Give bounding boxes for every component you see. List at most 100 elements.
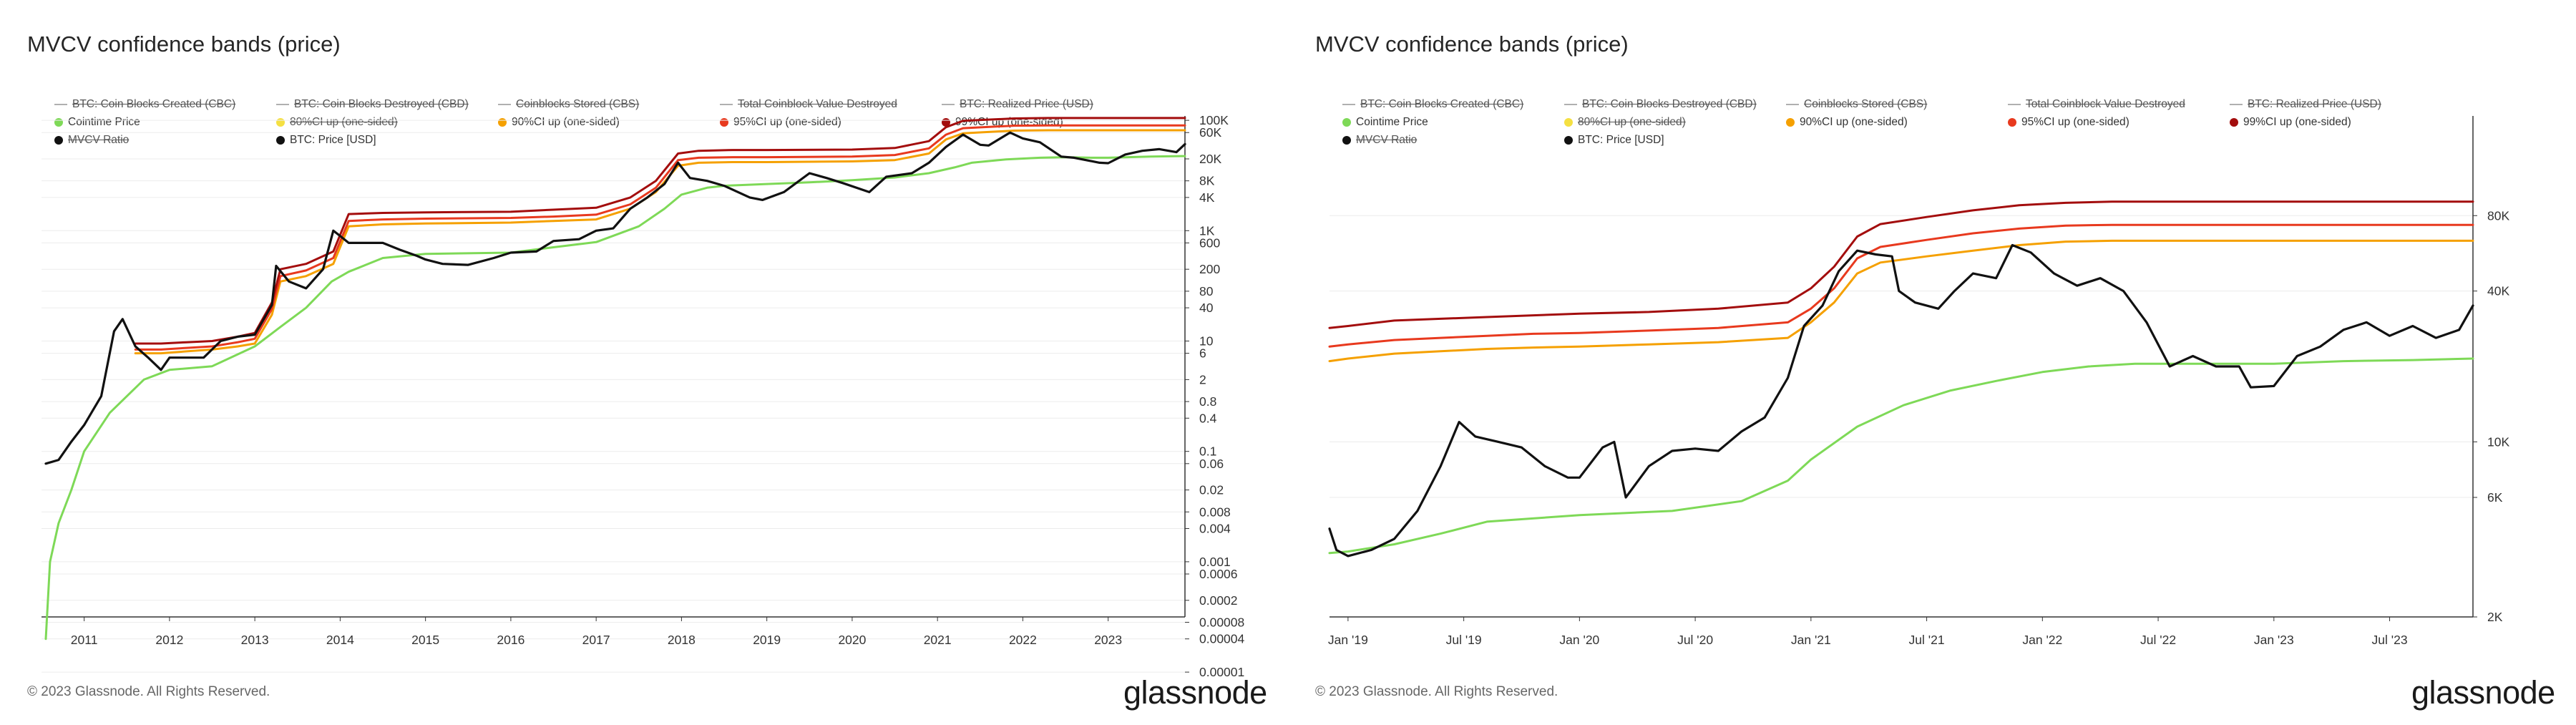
legend-label: 95%CI up (one-sided) <box>2021 116 2129 128</box>
series-line-90-ci-up-one-sided <box>134 129 1186 355</box>
legend-item[interactable]: BTC: Coin Blocks Destroyed (CBD) <box>1564 98 1757 111</box>
y-tick-label: 10 <box>1199 334 1214 349</box>
legend-item[interactable]: Total Coinblock Value Destroyed <box>2008 98 2185 111</box>
x-tick-label: 2022 <box>1009 633 1037 647</box>
grid-lines <box>1330 215 2473 618</box>
x-tick-label: 2021 <box>924 633 952 647</box>
x-tick-label: 2012 <box>155 633 183 647</box>
legend-marker-icon <box>1342 104 1355 105</box>
legend-marker-icon <box>54 104 67 105</box>
y-tick-label: 0.4 <box>1199 411 1217 425</box>
legend-label: BTC: Price [USD] <box>290 134 376 146</box>
y-tick-label: 0.001 <box>1199 555 1231 569</box>
legend-item[interactable]: 95%CI up (one-sided) <box>2008 116 2129 129</box>
legend-marker-icon <box>1342 118 1351 127</box>
x-tick-label: Jan '20 <box>1559 633 1599 647</box>
legend-label: 80%CI up (one-sided) <box>1578 116 1686 128</box>
y-tick-label: 0.008 <box>1199 505 1231 519</box>
legend-item[interactable]: Total Coinblock Value Destroyed <box>720 98 897 111</box>
legend-marker-icon <box>942 104 955 105</box>
x-tick-label: 2018 <box>668 633 696 647</box>
legend-marker-icon <box>2230 104 2243 105</box>
legend-label: 80%CI up (one-sided) <box>290 116 398 128</box>
legend-label: BTC: Coin Blocks Destroyed (CBD) <box>1582 98 1757 110</box>
legend-label: Coinblocks Stored (CBS) <box>516 98 640 110</box>
legend-item[interactable]: BTC: Coin Blocks Destroyed (CBD) <box>276 98 469 111</box>
y-tick-label: 2 <box>1199 372 1206 386</box>
legend-label: MVCV Ratio <box>1356 134 1418 146</box>
legend-label: MVCV Ratio <box>68 134 130 146</box>
y-tick-label: 0.1 <box>1199 444 1216 459</box>
legend-label: Cointime Price <box>68 116 140 128</box>
legend: BTC: Coin Blocks Created (CBC) BTC: Coin … <box>1342 98 2459 148</box>
y-tick-label: 80K <box>2487 208 2509 223</box>
legend-item[interactable]: MVCV Ratio <box>54 134 129 147</box>
legend-item[interactable]: Coinblocks Stored (CBS) <box>498 98 639 111</box>
legend-marker-icon <box>54 136 63 145</box>
x-tick-label: 2016 <box>497 633 525 647</box>
legend-item[interactable]: 80%CI up (one-sided) <box>1564 116 1686 129</box>
glassnode-logo[interactable]: glassnode <box>2411 674 2555 711</box>
legend-item[interactable]: BTC: Price [USD] <box>1564 134 1664 147</box>
glassnode-logo[interactable]: glassnode <box>1123 674 1267 711</box>
y-tick-label: 2K <box>2487 610 2503 624</box>
chart-svg: 80K 40K 10K 6K 2K Jan '19 Jul '19 Jan '20 Jul '2… <box>1328 116 2509 647</box>
legend-marker-icon <box>1786 104 1799 105</box>
legend-marker-icon <box>1786 118 1795 127</box>
series-line-99-ci-up-one-sided <box>1328 200 2474 329</box>
legend-marker-icon <box>2008 118 2016 127</box>
y-tick-label: 100K <box>1199 113 1229 127</box>
series-line-cointime-price <box>1328 357 2474 555</box>
x-tick-label: Jul '20 <box>1677 633 1713 647</box>
legend-label: BTC: Coin Blocks Destroyed (CBD) <box>294 98 469 110</box>
legend-label: 90%CI up (one-sided) <box>512 116 620 128</box>
legend-item[interactable]: Coinblocks Stored (CBS) <box>1786 98 1927 111</box>
legend-item[interactable]: 99%CI up (one-sided) <box>2230 116 2351 129</box>
legend-marker-icon <box>1564 104 1577 105</box>
y-tick-label: 0.0002 <box>1199 593 1238 608</box>
x-tick-label: Jan '22 <box>2022 633 2062 647</box>
y-tick-label: 10K <box>2487 434 2509 449</box>
legend-item[interactable]: BTC: Price [USD] <box>276 134 376 147</box>
y-tick-label: 0.8 <box>1199 394 1216 409</box>
x-tick-label: Jan '21 <box>1791 633 1831 647</box>
y-tick-label: 60K <box>1199 125 1221 140</box>
y-tick-label: 1K <box>1199 223 1215 238</box>
x-tick-label: Jul '19 <box>1446 633 1482 647</box>
legend-item[interactable]: BTC: Coin Blocks Created (CBC) <box>1342 98 1523 111</box>
y-tick-label: 6K <box>2487 490 2503 505</box>
legend-item[interactable]: MVCV Ratio <box>1342 134 1417 147</box>
y-tick-label: 20K <box>1199 152 1221 166</box>
y-tick-label: 8K <box>1199 174 1215 188</box>
series-line-95-ci-up-one-sided <box>134 124 1186 351</box>
y-tick-label: 200 <box>1199 262 1220 276</box>
legend-item[interactable]: BTC: Realized Price (USD) <box>2230 98 2381 111</box>
chart-panel-left: MVCV confidence bands (price) BTC: Coin … <box>27 31 1267 711</box>
y-tick-label: 4K <box>1199 190 1215 205</box>
y-tick-label: 0.0006 <box>1199 567 1238 581</box>
copyright-text: © 2023 Glassnode. All Rights Reserved. <box>27 684 270 699</box>
legend-label: BTC: Price [USD] <box>1578 134 1664 146</box>
legend-item[interactable]: BTC: Coin Blocks Created (CBC) <box>54 98 235 111</box>
y-axis-ticks: 100K60K20K8K4K1K600200804010620.80.40.10… <box>1185 113 1245 679</box>
x-tick-label: Jul '22 <box>2140 633 2176 647</box>
x-tick-label: 2020 <box>838 633 866 647</box>
x-tick-label: 2023 <box>1094 633 1122 647</box>
legend-label: 99%CI up (one-sided) <box>2243 116 2351 128</box>
y-tick-label: 0.00008 <box>1199 615 1244 629</box>
legend-label: BTC: Realized Price (USD) <box>960 98 1093 110</box>
series-line-btc-price-usd <box>1328 243 2474 558</box>
legend-label: 90%CI up (one-sided) <box>1800 116 1908 128</box>
y-tick-label: 0.02 <box>1199 483 1224 497</box>
x-tick-label: 2017 <box>582 633 610 647</box>
chart-panel-right: MVCV confidence bands (price) BTC: Coin … <box>1288 0 2576 725</box>
legend-item[interactable]: 90%CI up (one-sided) <box>1786 116 1908 129</box>
legend-item[interactable]: BTC: Realized Price (USD) <box>942 98 1093 111</box>
series-line-90-ci-up-one-sided <box>1328 239 2474 363</box>
legend-item[interactable]: Cointime Price <box>1342 116 1428 129</box>
chart-title: MVCV confidence bands (price) <box>27 31 341 57</box>
x-tick-label: 2019 <box>753 633 781 647</box>
y-tick-label: 0.004 <box>1199 521 1231 535</box>
y-tick-label: 0.00001 <box>1199 665 1244 679</box>
legend-marker-icon <box>1342 136 1351 145</box>
